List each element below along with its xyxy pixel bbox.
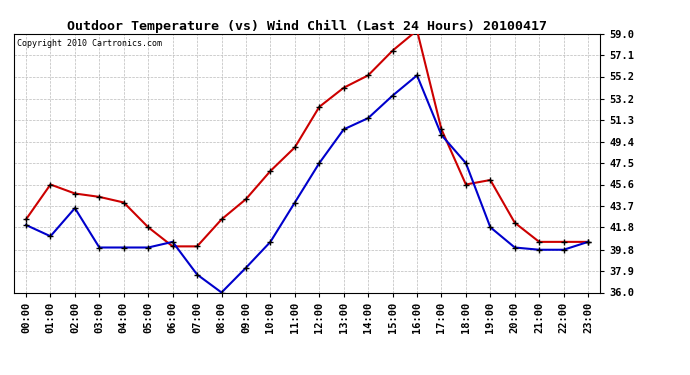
Text: Copyright 2010 Cartronics.com: Copyright 2010 Cartronics.com xyxy=(17,39,161,48)
Title: Outdoor Temperature (vs) Wind Chill (Last 24 Hours) 20100417: Outdoor Temperature (vs) Wind Chill (Las… xyxy=(67,20,547,33)
